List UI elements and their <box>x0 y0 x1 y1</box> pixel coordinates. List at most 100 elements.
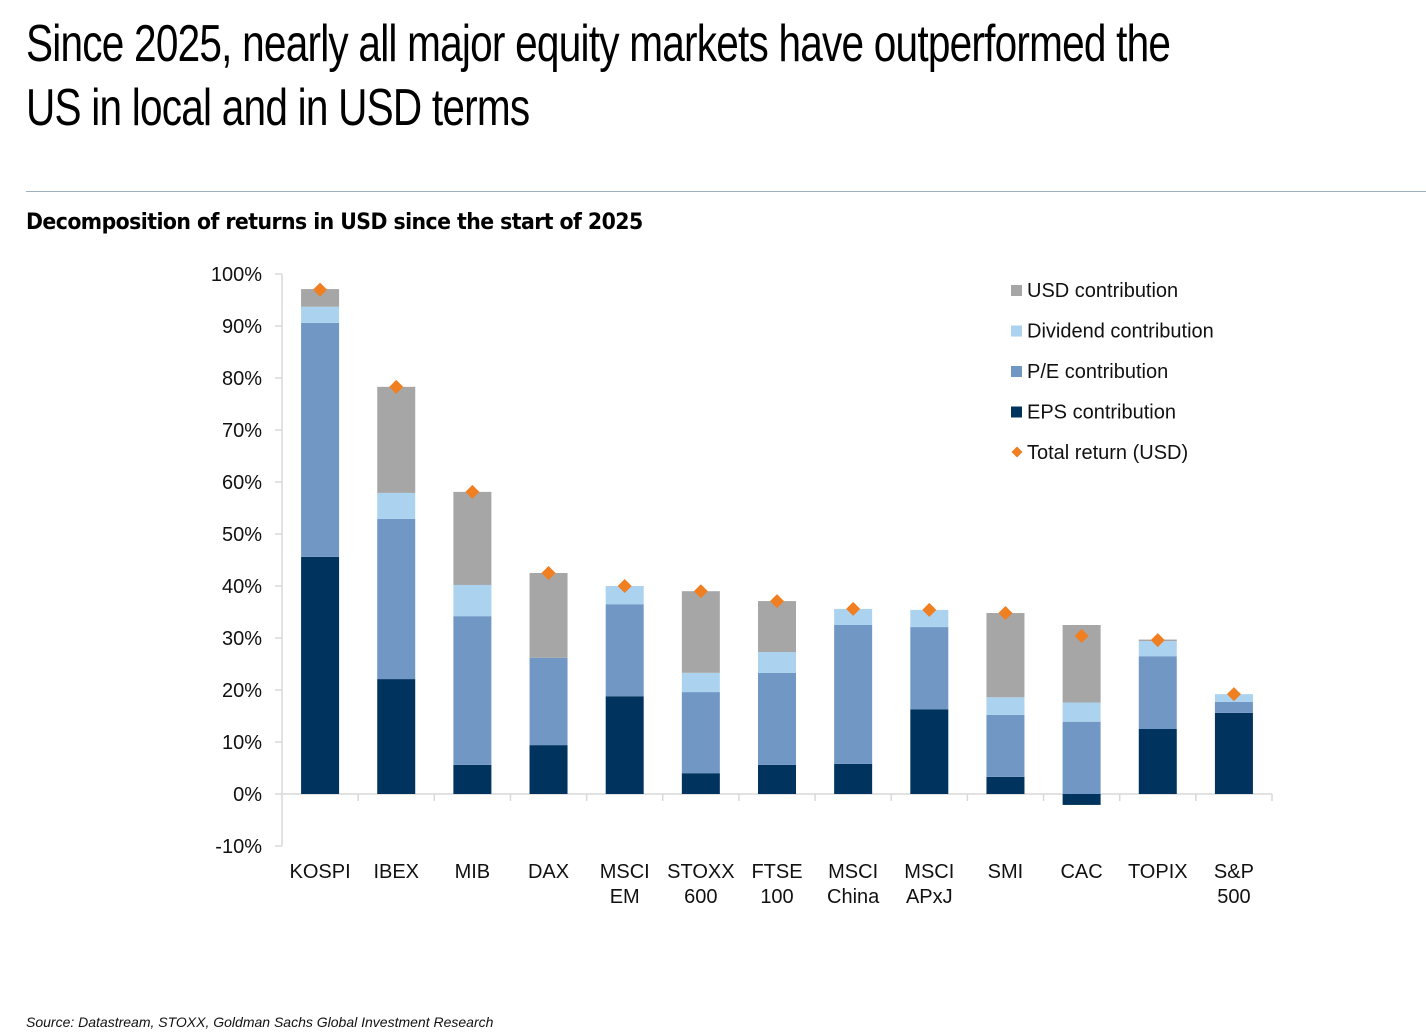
bar-segment-eps-contribution <box>1138 729 1177 794</box>
stacked-bar-chart: -10% 0% 10% 20% 30% 40% 50% 60% 70% 80% 90% 100% KO… <box>211 264 1273 908</box>
y-tick-label: 100% <box>211 264 262 286</box>
chart-axes: -10% 0% 10% 20% 30% 40% 50% 60% 70% 80% 90% 100% <box>211 264 1273 858</box>
bar-segment-usd-contribution <box>377 386 416 493</box>
bar-segment-dividend-contribution <box>605 586 644 605</box>
x-category-label: 600 <box>684 886 717 908</box>
total-return-marker <box>998 606 1013 621</box>
y-tick-label: 50% <box>222 524 262 546</box>
bar-segment-p-e-contribution <box>301 322 340 557</box>
legend-square-icon <box>1011 325 1022 337</box>
x-category-label: China <box>827 886 880 908</box>
bar-segment-eps-contribution <box>1062 794 1101 805</box>
x-category-label: TOPIX <box>1128 861 1188 883</box>
bar-segment-eps-contribution <box>453 764 492 794</box>
x-category-label: 500 <box>1217 886 1250 908</box>
headline-line-2: US in local and in USD terms <box>26 79 530 137</box>
legend-label: USD contribution <box>1027 280 1178 302</box>
bar-segment-dividend-contribution <box>681 672 720 693</box>
bar-segment-usd-contribution <box>453 491 492 585</box>
header-divider <box>26 191 1426 192</box>
total-return-marker <box>465 484 480 499</box>
y-tick-label: 40% <box>222 576 262 598</box>
bar-segment-usd-contribution <box>301 289 340 307</box>
x-category-label: IBEX <box>373 861 419 883</box>
total-return-marker <box>389 379 404 394</box>
source-note: Source: Datastream, STOXX, Goldman Sachs… <box>26 1014 494 1030</box>
x-category-label: 100 <box>760 886 793 908</box>
x-category-label: STOXX <box>667 861 734 883</box>
legend-square-icon <box>1011 285 1022 296</box>
bar-segment-eps-contribution <box>910 709 949 794</box>
x-category-label: SMI <box>988 861 1024 883</box>
total-return-marker <box>1226 687 1241 702</box>
chart-markers <box>313 282 1241 702</box>
legend-label: P/E contribution <box>1027 361 1168 383</box>
total-return-marker <box>922 602 937 617</box>
legend-square-icon <box>1011 366 1022 377</box>
bar-segment-eps-contribution <box>758 764 796 794</box>
x-category-label: MSCI <box>904 861 954 883</box>
bar-segment-usd-contribution <box>986 613 1025 698</box>
total-return-marker <box>693 584 708 599</box>
bar-segment-eps-contribution <box>301 556 340 794</box>
bar-segment-p-e-contribution <box>1062 721 1101 794</box>
x-category-label: S&P <box>1214 861 1254 883</box>
legend-label: EPS contribution <box>1027 402 1176 424</box>
bar-segment-eps-contribution <box>1214 712 1253 794</box>
legend-label: Dividend contribution <box>1027 321 1214 343</box>
x-category-label: EM <box>610 886 640 908</box>
x-category-label: APxJ <box>906 886 953 908</box>
y-tick-label: 30% <box>222 628 262 650</box>
chart-legend: USD contribution Dividend contribution P/E… <box>1011 280 1214 464</box>
bar-segment-eps-contribution <box>377 679 416 794</box>
bar-segment-dividend-contribution <box>453 584 492 617</box>
headline-line-1: Since 2025, nearly all major equity mark… <box>26 15 1171 73</box>
bar-segment-p-e-contribution <box>758 672 796 765</box>
x-category-label: CAC <box>1060 861 1102 883</box>
bar-segment-p-e-contribution <box>910 627 949 710</box>
bar-segment-p-e-contribution <box>681 692 720 774</box>
bar-segment-eps-contribution <box>986 776 1025 794</box>
x-category-label: KOSPI <box>290 861 351 883</box>
bar-segment-dividend-contribution <box>910 609 949 628</box>
bar-segment-p-e-contribution <box>453 616 492 765</box>
total-return-marker <box>541 566 556 580</box>
bar-segment-p-e-contribution <box>377 518 416 680</box>
bar-segment-dividend-contribution <box>834 608 873 625</box>
legend-square-icon <box>1011 406 1022 418</box>
bar-segment-dividend-contribution <box>986 697 1025 715</box>
total-return-marker <box>313 282 328 297</box>
bar-segment-eps-contribution <box>605 696 644 794</box>
bar-segment-eps-contribution <box>529 745 568 794</box>
x-category-label: FTSE <box>751 861 802 883</box>
total-return-marker <box>846 601 861 616</box>
legend-label: Total return (USD) <box>1027 442 1188 464</box>
bar-segment-usd-contribution <box>529 573 568 658</box>
legend-diamond-icon <box>1011 446 1023 458</box>
bar-segment-dividend-contribution <box>377 492 416 519</box>
y-tick-label: 70% <box>222 420 262 442</box>
y-tick-label: 80% <box>222 368 262 390</box>
x-category-label: DAX <box>528 861 569 883</box>
total-return-marker <box>617 579 632 593</box>
bar-segment-dividend-contribution <box>301 306 340 323</box>
bar-segment-dividend-contribution <box>758 652 796 673</box>
bar-segment-usd-contribution <box>681 591 720 673</box>
y-tick-label: 0% <box>233 784 262 806</box>
chart-title: Decomposition of returns in USD since th… <box>26 210 643 235</box>
total-return-marker <box>1150 633 1165 648</box>
y-tick-label: 90% <box>222 316 262 338</box>
x-axis-labels: KOSPI IBEX MIB DAX MSCI EM STOXX 600 FTSE 100 MSCI… <box>290 861 1254 908</box>
y-tick-label: -10% <box>215 836 262 858</box>
x-category-label: MIB <box>455 861 491 883</box>
total-return-marker <box>770 594 784 609</box>
chart-bars <box>301 289 1253 805</box>
bar-segment-eps-contribution <box>681 773 720 794</box>
y-tick-label: 60% <box>222 472 262 494</box>
bar-segment-p-e-contribution <box>1214 701 1253 713</box>
x-category-label: MSCI <box>828 861 878 883</box>
bar-segment-p-e-contribution <box>529 657 568 746</box>
bar-segment-eps-contribution <box>834 763 873 794</box>
bar-segment-p-e-contribution <box>605 604 644 697</box>
y-tick-label: 10% <box>222 732 262 754</box>
